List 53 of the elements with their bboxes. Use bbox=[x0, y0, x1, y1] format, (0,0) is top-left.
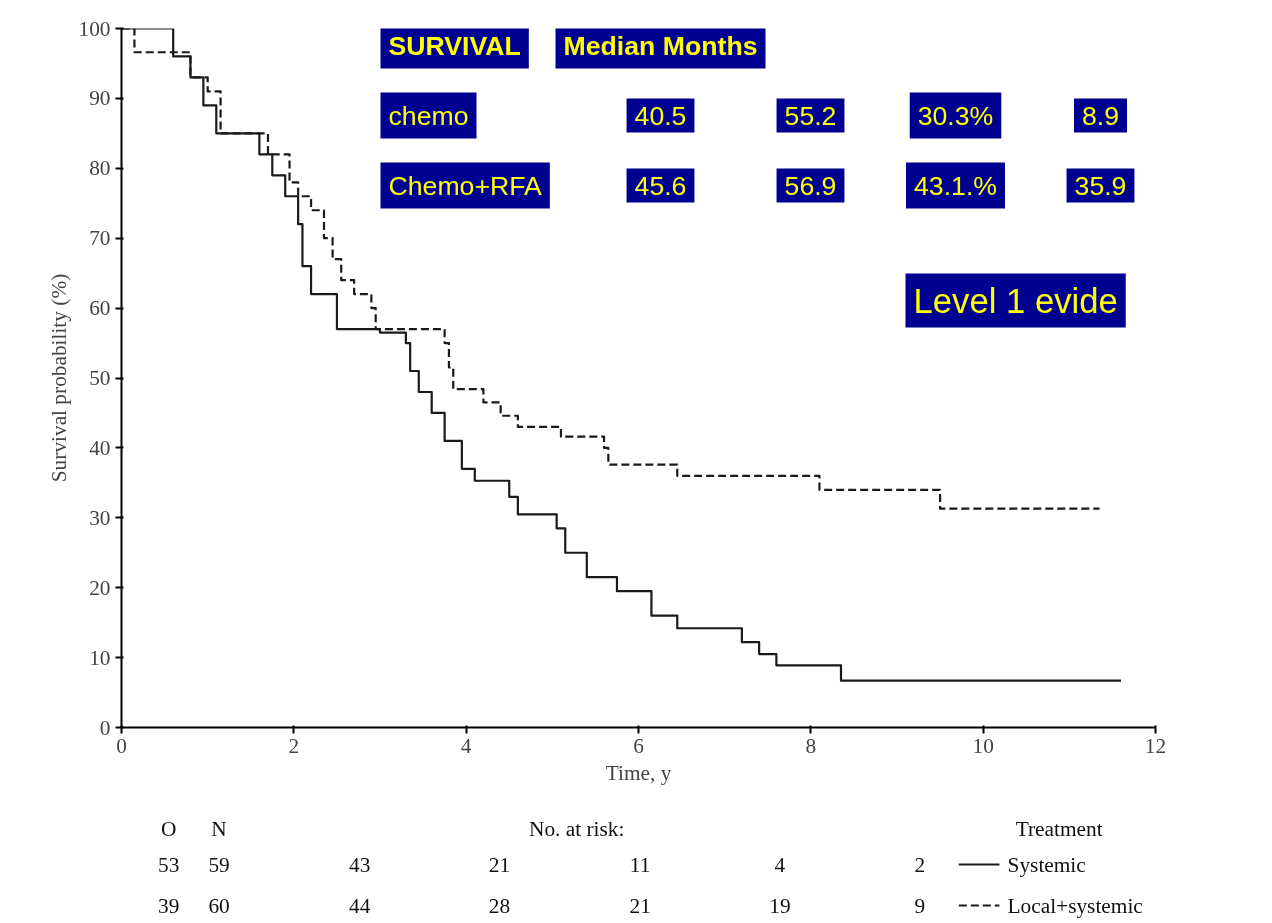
y-tick-label: 80 bbox=[89, 156, 111, 181]
text: 11 bbox=[629, 852, 651, 877]
text: N bbox=[211, 816, 227, 841]
x-tick-label: 0 bbox=[116, 733, 127, 758]
text: 28 bbox=[488, 893, 511, 918]
text: O bbox=[160, 816, 177, 841]
text: 4 bbox=[774, 852, 786, 877]
y-tick-label: 70 bbox=[89, 226, 111, 251]
x-tick-label: 10 bbox=[972, 733, 994, 758]
annotation: 56.9 bbox=[784, 170, 837, 201]
x-axis-title: Time, y bbox=[605, 760, 672, 785]
legend-title: Treatment bbox=[1015, 816, 1103, 841]
annotation: 40.5 bbox=[634, 100, 687, 131]
annotation: 45.6 bbox=[634, 170, 687, 201]
annotation: 43.1.% bbox=[914, 170, 998, 201]
annotation: Chemo+RFA bbox=[388, 170, 543, 201]
y-tick-label: 40 bbox=[89, 435, 111, 460]
y-tick-label: 20 bbox=[89, 575, 111, 600]
y-tick-label: 90 bbox=[89, 86, 111, 111]
x-tick-label: 4 bbox=[460, 733, 472, 758]
text: 21 bbox=[629, 893, 651, 918]
text: 43 bbox=[349, 852, 371, 877]
y-tick-label: 100 bbox=[78, 16, 111, 41]
x-tick-label: 8 bbox=[805, 733, 817, 758]
y-tick-label: 30 bbox=[89, 505, 111, 530]
legend-label: Systemic bbox=[1007, 852, 1086, 877]
annotation: 30.3% bbox=[917, 100, 994, 131]
text: 60 bbox=[208, 893, 230, 918]
y-axis-title: Survival probability (%) bbox=[46, 273, 71, 483]
x-tick-label: 6 bbox=[633, 733, 645, 758]
text: 39 bbox=[157, 893, 180, 918]
text: 44 bbox=[349, 893, 371, 918]
annotation: 35.9 bbox=[1074, 170, 1127, 201]
text: 21 bbox=[488, 852, 511, 877]
y-tick-label: 60 bbox=[89, 296, 111, 321]
y-tick-label: 50 bbox=[89, 366, 111, 390]
y-tick-label: 0 bbox=[99, 715, 111, 740]
text: 2 bbox=[914, 852, 926, 877]
annotation: Median Months bbox=[563, 30, 758, 61]
text: 59 bbox=[208, 852, 230, 877]
y-tick-label: 10 bbox=[89, 645, 111, 670]
x-tick-label: 2 bbox=[288, 733, 300, 758]
text: No. at risk: bbox=[529, 816, 625, 841]
text: 53 bbox=[157, 852, 180, 877]
annotation: Level 1 evide bbox=[913, 281, 1118, 320]
legend-label: Local+systemic bbox=[1007, 893, 1143, 918]
x-tick-label: 12 bbox=[1144, 733, 1167, 758]
annotation: chemo bbox=[388, 100, 469, 131]
text: 19 bbox=[769, 893, 791, 918]
annotation: 55.2 bbox=[784, 100, 837, 131]
annotation: SURVIVAL bbox=[388, 30, 521, 61]
annotation: 8.9 bbox=[1081, 100, 1120, 131]
text: 9 bbox=[914, 893, 926, 918]
